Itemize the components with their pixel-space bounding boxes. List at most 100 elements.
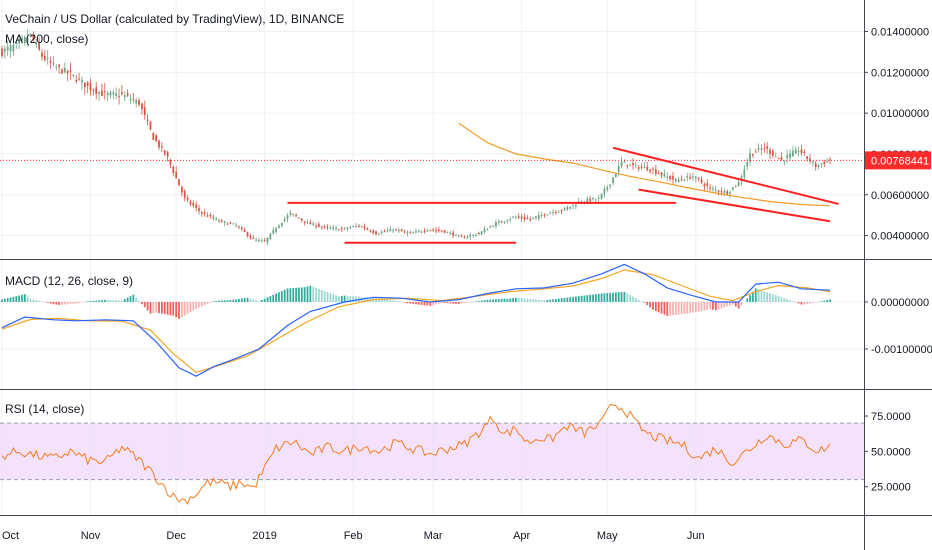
price-scale[interactable]: 0.004000000.006000000.008000000.01000000… <box>864 27 932 494</box>
macd-histogram-bar <box>563 297 566 302</box>
candle-body <box>129 99 132 101</box>
candle-body <box>220 220 223 222</box>
candle-body <box>292 213 295 215</box>
macd-histogram-bar <box>552 299 554 302</box>
candle-body <box>392 230 395 232</box>
candle-body <box>229 222 232 224</box>
macd-histogram-bar <box>392 300 395 302</box>
trendlines[interactable] <box>287 146 839 244</box>
candle-body <box>746 161 749 167</box>
candle-body <box>700 179 703 183</box>
macd-histogram-bar <box>258 301 260 302</box>
rsi-panel[interactable] <box>0 403 864 505</box>
candle-body <box>712 188 714 190</box>
macd-histogram-bar <box>472 301 474 303</box>
candle-body <box>432 229 435 231</box>
macd-histogram-bar <box>338 296 340 302</box>
candle-body <box>403 231 406 233</box>
candle-body <box>200 212 203 214</box>
candle-body <box>198 208 200 211</box>
candle-body <box>800 149 803 154</box>
macd-histogram-bar <box>449 301 452 304</box>
candle-body <box>723 191 726 193</box>
candle-body <box>449 232 452 234</box>
macd-histogram-bar <box>141 301 143 305</box>
trendline[interactable] <box>612 146 839 205</box>
macd-histogram-bar <box>517 297 520 302</box>
macd-histogram-bar <box>769 293 771 302</box>
macd-histogram-bar <box>220 300 223 302</box>
candle-body <box>326 226 329 228</box>
macd-histogram-bar <box>523 298 526 302</box>
candle-body <box>269 233 272 240</box>
candle-body <box>146 119 149 122</box>
macd-histogram-bar <box>55 301 58 305</box>
y-tick-label: 0.00000000 <box>871 297 929 309</box>
macd-histogram-bar <box>680 301 683 315</box>
candle-body <box>669 176 671 180</box>
macd-histogram-bar <box>714 301 717 311</box>
candle-body <box>83 82 86 88</box>
macd-histogram-bar <box>43 301 46 303</box>
macd-histogram-bar <box>355 296 357 302</box>
macd-histogram-bar <box>643 301 646 303</box>
macd-histogram-bar <box>429 301 432 306</box>
macd-histogram-bar <box>389 300 392 302</box>
candle-body <box>246 232 249 236</box>
x-tick-label: Oct <box>2 530 19 542</box>
candle-body <box>186 197 189 200</box>
candle-body <box>569 206 572 209</box>
macd-histogram-bar <box>566 297 569 302</box>
x-tick-label: Jun <box>687 530 705 542</box>
candle-body <box>141 103 143 109</box>
candle-body <box>774 156 777 158</box>
y-tick-label: 0.00400000 <box>871 231 929 243</box>
ma-indicator-label[interactable]: MA (200, close) <box>5 32 88 46</box>
macd-histogram-bar <box>146 301 149 311</box>
price-panel[interactable] <box>0 29 864 245</box>
candle-body <box>249 235 252 238</box>
rsi-indicator-label[interactable]: RSI (14, close) <box>5 402 84 416</box>
candle-body <box>360 226 363 228</box>
macd-histogram-bar <box>826 300 829 302</box>
macd-histogram-bar <box>263 298 266 302</box>
candle-body <box>203 212 206 214</box>
macd-histogram-bar <box>206 301 209 304</box>
candle-body <box>483 229 486 233</box>
macd-histogram-bar <box>106 299 109 302</box>
candle-body <box>349 227 352 229</box>
macd-histogram-bar <box>817 301 820 303</box>
candle-body <box>786 155 789 159</box>
candle-body <box>806 156 809 159</box>
macd-panel[interactable] <box>1 263 831 377</box>
trendline[interactable] <box>638 188 831 223</box>
candle-body <box>732 187 734 190</box>
macd-histogram-bar <box>92 300 95 302</box>
macd-histogram-bar <box>803 301 806 305</box>
macd-histogram-bar <box>814 301 817 303</box>
candle-body <box>429 229 432 231</box>
macd-histogram-bar <box>417 301 420 305</box>
candle-body <box>749 153 751 162</box>
macd-histogram-bar <box>712 301 714 310</box>
candle-body <box>55 66 58 68</box>
candle-body <box>649 169 652 172</box>
candle-body <box>132 98 135 100</box>
candle-body <box>95 87 98 94</box>
candle-body <box>586 198 589 202</box>
time-axis[interactable]: Oct Nov Dec 2019 Feb Mar Apr May Jun <box>2 530 705 542</box>
macd-histogram-bar <box>660 301 663 314</box>
candle-body <box>557 211 560 213</box>
candle-body <box>720 191 723 193</box>
candle-body <box>769 149 771 154</box>
candle-body <box>206 215 209 217</box>
candle-body <box>826 161 829 163</box>
chart-title: VeChain / US Dollar (calculated by Tradi… <box>5 12 344 26</box>
candle-body <box>69 70 72 72</box>
macd-indicator-label[interactable]: MACD (12, 26, close, 9) <box>5 274 133 288</box>
macd-histogram-bar <box>586 295 589 302</box>
candle-body <box>820 163 823 165</box>
candle-body <box>572 204 574 206</box>
macd-histogram-bar <box>475 301 477 302</box>
